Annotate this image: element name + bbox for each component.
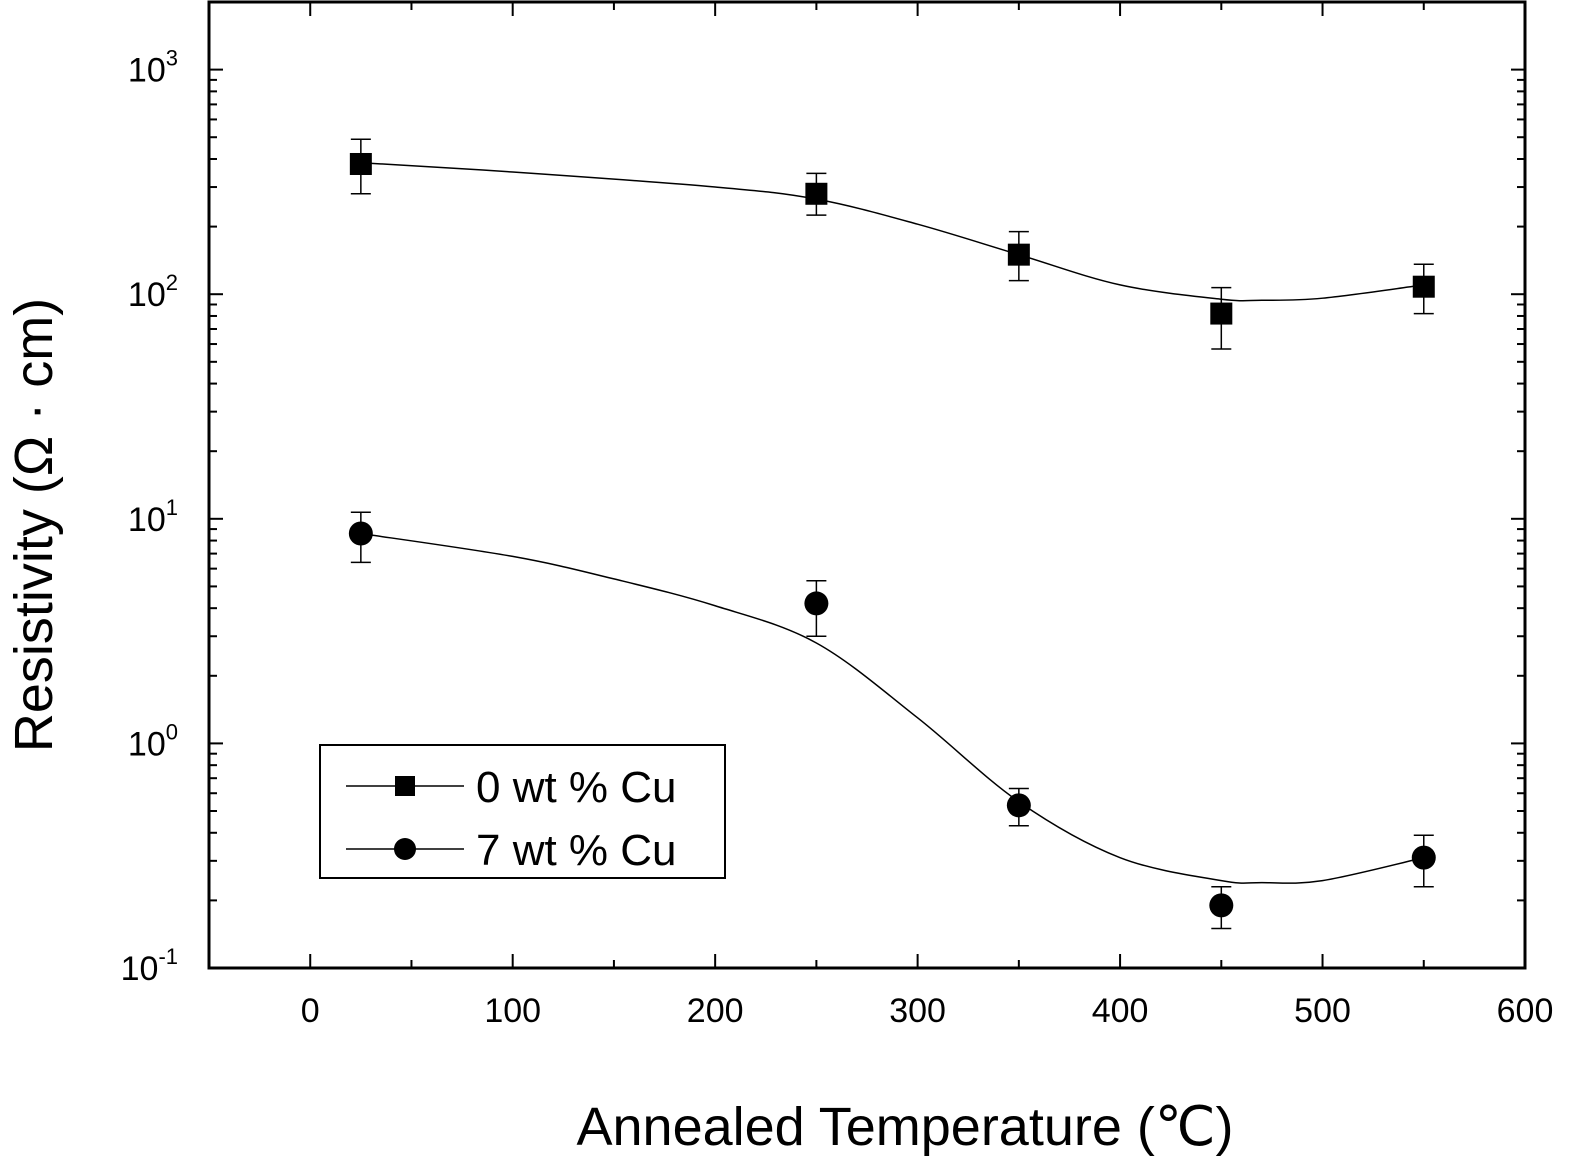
- data-point-square: [1210, 302, 1233, 325]
- x-axis-title: Annealed Temperature (℃): [577, 1097, 1234, 1157]
- plot-frame: [207, 0, 1527, 970]
- legend: 0 wt % Cu 7 wt % Cu: [319, 744, 726, 879]
- legend-box: [319, 744, 726, 879]
- x-tick-label: 300: [889, 992, 946, 1030]
- data-point-circle: [1411, 845, 1436, 870]
- x-tick-label: 400: [1092, 992, 1149, 1030]
- fit-curve-0: [360, 161, 1424, 302]
- x-tick-label: 100: [484, 992, 541, 1030]
- series-layer: [348, 138, 1436, 930]
- y-tick-label: 100: [128, 719, 178, 763]
- legend-label-0: 0 wt % Cu: [476, 763, 677, 812]
- legend-marker-circle: [394, 838, 416, 860]
- x-tick-label: 0: [301, 992, 320, 1030]
- data-point-circle: [348, 521, 373, 546]
- data-point-square: [805, 182, 828, 205]
- data-point-circle: [804, 591, 829, 616]
- legend-label-1: 7 wt % Cu: [476, 826, 677, 875]
- data-point-circle: [1006, 793, 1031, 818]
- x-tick-label: 200: [687, 992, 744, 1030]
- y-tick-labels: 10-1 100 101 102 103: [121, 46, 178, 988]
- y-axis-title: Resistivity (Ω · cm): [4, 298, 64, 752]
- x-tick-label: 600: [1497, 992, 1554, 1030]
- y-tick-label: 101: [128, 495, 178, 539]
- x-tick-labels: 0 100 200 300 400 500 600: [301, 992, 1554, 1030]
- data-point-square: [349, 152, 372, 175]
- y-tick-label: 10-1: [121, 944, 178, 988]
- x-tick-label: 500: [1294, 992, 1351, 1030]
- axis-ticks: [208, 1, 1526, 969]
- data-point-circle: [1209, 893, 1234, 918]
- y-tick-label: 102: [128, 270, 178, 314]
- data-point-square: [1412, 275, 1435, 298]
- fit-curve-1: [360, 532, 1424, 884]
- data-point-square: [1007, 243, 1030, 266]
- legend-marker-square: [395, 776, 415, 796]
- y-tick-label: 103: [128, 46, 178, 90]
